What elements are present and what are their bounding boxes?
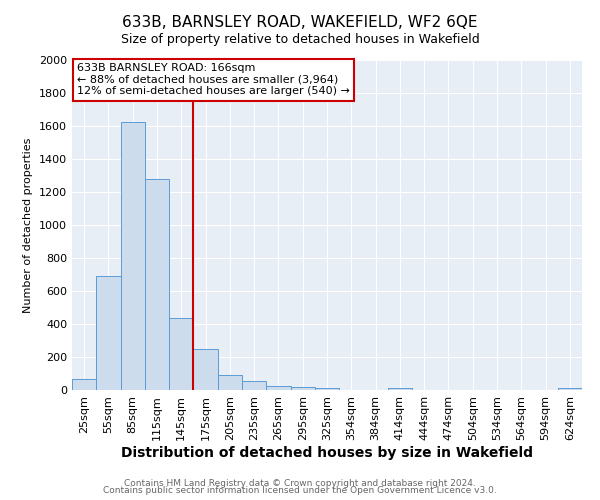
Bar	[169, 318, 193, 390]
Bar	[96, 276, 121, 390]
Bar	[558, 388, 582, 390]
Text: 633B, BARNSLEY ROAD, WAKEFIELD, WF2 6QE: 633B, BARNSLEY ROAD, WAKEFIELD, WF2 6QE	[122, 15, 478, 30]
Bar	[388, 388, 412, 390]
Bar	[290, 386, 315, 390]
Bar	[218, 375, 242, 390]
Text: Size of property relative to detached houses in Wakefield: Size of property relative to detached ho…	[121, 32, 479, 46]
X-axis label: Distribution of detached houses by size in Wakefield: Distribution of detached houses by size …	[121, 446, 533, 460]
Bar	[315, 388, 339, 390]
Bar	[242, 381, 266, 390]
Bar	[145, 179, 169, 390]
Text: Contains HM Land Registry data © Crown copyright and database right 2024.: Contains HM Land Registry data © Crown c…	[124, 478, 476, 488]
Y-axis label: Number of detached properties: Number of detached properties	[23, 138, 34, 312]
Bar	[72, 380, 96, 390]
Bar	[193, 349, 218, 390]
Text: Contains public sector information licensed under the Open Government Licence v3: Contains public sector information licen…	[103, 486, 497, 495]
Bar	[266, 386, 290, 390]
Text: 633B BARNSLEY ROAD: 166sqm
← 88% of detached houses are smaller (3,964)
12% of s: 633B BARNSLEY ROAD: 166sqm ← 88% of deta…	[77, 64, 350, 96]
Bar	[121, 122, 145, 390]
